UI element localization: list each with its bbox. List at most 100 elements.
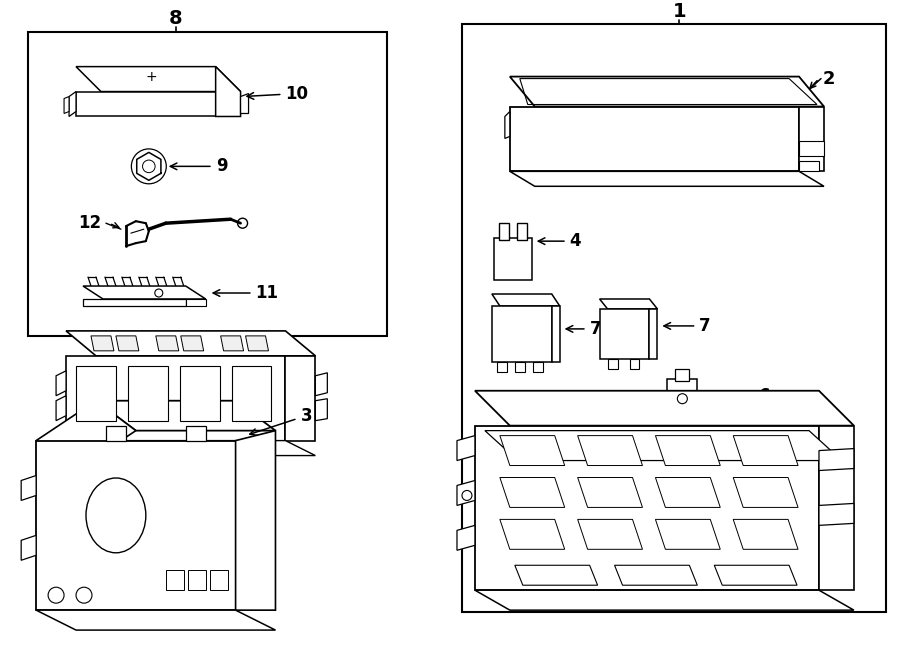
Polygon shape [96,401,275,430]
Polygon shape [36,401,136,471]
Bar [675,369,689,381]
Text: 9: 9 [170,157,228,175]
Polygon shape [799,141,824,157]
Text: 7: 7 [664,317,711,335]
Polygon shape [799,106,824,171]
Polygon shape [56,371,66,396]
Polygon shape [578,520,643,549]
Polygon shape [655,520,720,549]
Text: 7: 7 [566,320,601,338]
Bar [684,441,693,455]
Polygon shape [83,299,185,306]
Text: 1: 1 [672,2,686,21]
Polygon shape [515,565,598,585]
Polygon shape [552,306,560,362]
Polygon shape [485,430,842,461]
Text: 11: 11 [213,284,278,302]
Polygon shape [76,67,240,92]
Polygon shape [106,426,126,441]
Polygon shape [315,399,328,420]
Text: +: + [145,69,157,83]
Bar [462,24,886,612]
Polygon shape [734,477,798,508]
Text: 3: 3 [250,407,312,436]
Text: 2: 2 [823,69,835,88]
Bar [499,223,508,240]
Bar [608,359,617,369]
Polygon shape [500,436,564,465]
Polygon shape [734,520,798,549]
Polygon shape [655,436,720,465]
Bar [494,238,532,280]
Polygon shape [799,161,819,171]
Polygon shape [492,294,560,306]
Polygon shape [578,477,643,508]
Text: 12: 12 [77,214,101,232]
Bar [533,362,543,371]
Polygon shape [475,426,819,590]
Bar [28,32,387,336]
Polygon shape [240,94,248,114]
Polygon shape [475,590,854,610]
Polygon shape [578,436,643,465]
Polygon shape [246,336,268,351]
Text: 4: 4 [538,232,581,250]
Polygon shape [475,391,854,426]
Polygon shape [69,92,76,116]
Polygon shape [315,373,328,396]
Polygon shape [66,441,315,455]
Polygon shape [457,525,475,551]
Polygon shape [715,565,797,585]
Bar [681,453,711,485]
Polygon shape [500,477,564,508]
Polygon shape [655,477,720,508]
Bar [76,366,116,420]
Polygon shape [76,92,216,116]
Polygon shape [64,97,69,114]
Polygon shape [492,306,552,362]
Polygon shape [457,481,475,506]
Polygon shape [181,336,203,351]
Text: 5: 5 [718,449,786,467]
Bar [629,359,640,369]
Bar [188,570,206,590]
Polygon shape [185,426,206,441]
Polygon shape [22,475,36,500]
Polygon shape [285,356,315,441]
Polygon shape [615,565,698,585]
Bar [668,379,698,426]
Bar [699,441,708,455]
Polygon shape [185,299,206,306]
Polygon shape [66,331,315,356]
Bar [515,362,525,371]
Bar [517,223,526,240]
Polygon shape [66,356,285,441]
Polygon shape [22,535,36,561]
Polygon shape [819,449,854,471]
Bar [210,570,228,590]
Polygon shape [500,520,564,549]
Polygon shape [83,286,206,299]
Polygon shape [236,430,275,610]
Polygon shape [56,396,66,420]
Polygon shape [599,299,657,309]
Polygon shape [36,610,275,630]
Bar [128,366,167,420]
Polygon shape [91,336,114,351]
Polygon shape [457,436,475,461]
Polygon shape [36,441,236,610]
Polygon shape [216,67,240,116]
Polygon shape [220,336,244,351]
Bar [166,570,184,590]
Polygon shape [819,504,854,525]
Text: 10: 10 [247,85,309,102]
Polygon shape [509,171,824,186]
Polygon shape [509,77,824,106]
Polygon shape [650,309,657,359]
Bar [231,366,272,420]
Polygon shape [734,436,798,465]
Polygon shape [509,106,799,171]
Polygon shape [116,336,139,351]
Bar [180,366,220,420]
Polygon shape [156,336,179,351]
